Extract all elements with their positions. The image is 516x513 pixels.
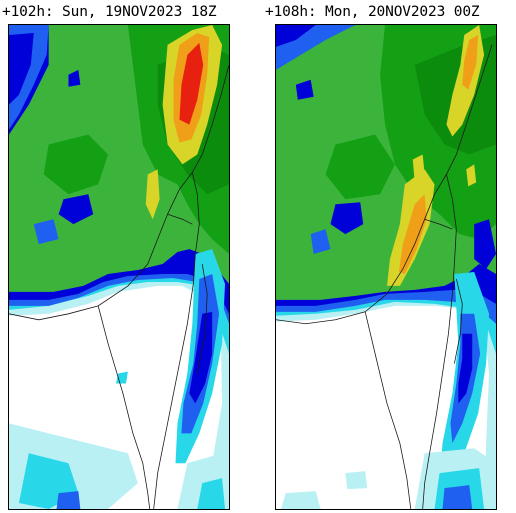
forecast-map-right [275,24,497,510]
forecast-map-right-field [276,25,496,509]
panel-title-right: +108h: Mon, 20NOV2023 00Z [265,4,480,20]
shading-level-9 [398,194,427,274]
forecast-map-left [8,24,230,510]
coastline [9,64,229,509]
coastline [276,44,493,509]
forecast-map-left-field [9,25,229,509]
panel-title-left: +102h: Sun, 19NOV2023 18Z [2,4,217,20]
shading-level-10 [179,42,204,125]
